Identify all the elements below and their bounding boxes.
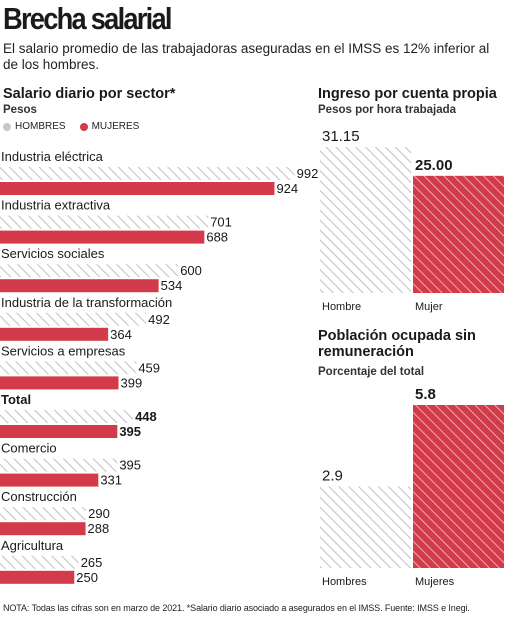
category-label: Construcción bbox=[1, 489, 77, 504]
category-label: Comercio bbox=[1, 441, 57, 456]
footnote: NOTA: Todas las cifras son en marzo de 2… bbox=[3, 603, 470, 613]
poblacion-chart: 2.9 Hombres 5.8 Mujeres bbox=[320, 386, 504, 588]
value-label-hombres: 600 bbox=[180, 263, 202, 278]
value-label-mujeres: 250 bbox=[76, 570, 98, 585]
bar-mujeres bbox=[0, 473, 99, 487]
legend-mujeres-swatch bbox=[79, 122, 88, 131]
ingreso-chart-title: Ingreso por cuenta propia bbox=[318, 86, 497, 102]
value-label: 5.8 bbox=[415, 386, 436, 403]
value-label-mujeres: 331 bbox=[100, 473, 122, 488]
value-label-mujeres: 364 bbox=[110, 327, 132, 342]
value-label: 31.15 bbox=[322, 128, 360, 145]
bar-hombres bbox=[0, 507, 87, 521]
ingreso-chart: 31.15 Hombre 25.00 Mujer bbox=[320, 128, 504, 313]
bar-hombres bbox=[0, 312, 147, 326]
bar-mujer bbox=[413, 405, 504, 568]
bar-hombres bbox=[0, 410, 134, 423]
bar-mujeres bbox=[0, 327, 109, 341]
category-label: Mujer bbox=[415, 301, 443, 313]
bar-hombres bbox=[0, 167, 295, 180]
value-label-hombres: 992 bbox=[297, 166, 319, 181]
bar-mujeres bbox=[0, 182, 275, 195]
value-label-hombres: 492 bbox=[148, 312, 170, 327]
legend-mujeres: MUJERES bbox=[79, 121, 140, 132]
bar-mujeres bbox=[0, 425, 118, 438]
bar-mujeres bbox=[0, 230, 205, 244]
bar-mujeres bbox=[0, 522, 86, 536]
category-label: Servicios sociales bbox=[1, 246, 105, 261]
ingreso-chart-subtitle: Pesos por hora trabajada bbox=[318, 104, 457, 116]
bar-mujer bbox=[413, 175, 504, 293]
legend-hombres: HOMBRES bbox=[3, 121, 66, 132]
category-label: Industria eléctrica bbox=[1, 149, 104, 164]
legend-hombres-swatch bbox=[3, 122, 11, 131]
value-label-hombres: 701 bbox=[210, 215, 232, 230]
sector-chart-title: Salario diario por sector* bbox=[3, 86, 176, 102]
bar-hombre bbox=[320, 147, 411, 293]
legend-hombres-label: HOMBRES bbox=[15, 121, 66, 132]
bar-hombres bbox=[0, 458, 118, 472]
value-label-hombres: 290 bbox=[88, 506, 110, 521]
bar-mujeres bbox=[0, 376, 119, 390]
value-label-mujeres: 924 bbox=[276, 181, 298, 196]
category-label: Hombre bbox=[322, 301, 361, 313]
value-label-hombres: 459 bbox=[138, 360, 160, 375]
value-label-mujeres: 534 bbox=[161, 278, 183, 293]
category-label: Agricultura bbox=[1, 538, 64, 553]
legend-mujeres-label: MUJERES bbox=[91, 121, 140, 132]
category-label: Mujeres bbox=[415, 576, 455, 588]
sector-chart-subtitle: Pesos bbox=[3, 104, 37, 116]
bar-mujeres bbox=[0, 279, 159, 293]
bar-hombre bbox=[320, 486, 411, 568]
value-label-hombres: 448 bbox=[135, 409, 157, 424]
page-subtitle: El salario promedio de las trabajadoras … bbox=[3, 41, 490, 72]
value-label-hombres: 395 bbox=[119, 458, 141, 473]
bar-hombres bbox=[0, 215, 209, 229]
category-label: Total bbox=[1, 392, 31, 407]
value-label-mujeres: 288 bbox=[88, 521, 110, 536]
poblacion-chart-subtitle: Porcentaje del total bbox=[318, 366, 425, 378]
sector-chart-legend: HOMBRES MUJERES bbox=[3, 121, 139, 132]
bar-mujeres bbox=[0, 570, 75, 584]
page-title: Brecha salarial bbox=[3, 1, 172, 36]
bar-hombres bbox=[0, 361, 137, 375]
poblacion-chart-title: Población ocupada sin remuneración bbox=[318, 328, 476, 360]
value-label: 2.9 bbox=[322, 468, 343, 485]
category-label: Hombres bbox=[322, 576, 367, 588]
bar-hombres bbox=[0, 555, 79, 569]
value-label-mujeres: 399 bbox=[121, 375, 143, 390]
value-label: 25.00 bbox=[415, 157, 453, 174]
value-label-mujeres: 395 bbox=[119, 424, 141, 439]
category-label: Servicios a empresas bbox=[1, 343, 126, 358]
value-label-hombres: 265 bbox=[81, 555, 103, 570]
category-label: Industria extractiva bbox=[1, 198, 111, 213]
value-label-mujeres: 688 bbox=[206, 230, 228, 245]
bar-hombres bbox=[0, 264, 179, 278]
category-label: Industria de la transformación bbox=[1, 295, 172, 310]
